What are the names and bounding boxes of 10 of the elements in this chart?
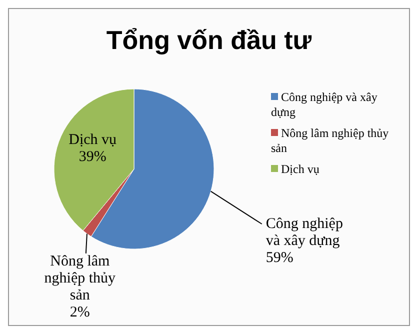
legend-label: Nông lâm nghiệp thủy sản [271, 126, 389, 155]
legend-label: Dịch vụ [281, 162, 320, 176]
data-label: 2% [70, 304, 90, 320]
slice-label: Dịch vụ [68, 132, 118, 148]
legend-label: Công nghiệp và xây dựng [271, 90, 378, 119]
chart-title: Tổng vốn đầu tư [106, 25, 312, 55]
data-label: 39% [78, 149, 106, 166]
slice-label: Nông lâm nghiệp thủy sản [44, 253, 116, 304]
slice-label: Công nghiệp và xây dựng [266, 216, 343, 250]
data-label: 59% [266, 250, 294, 266]
